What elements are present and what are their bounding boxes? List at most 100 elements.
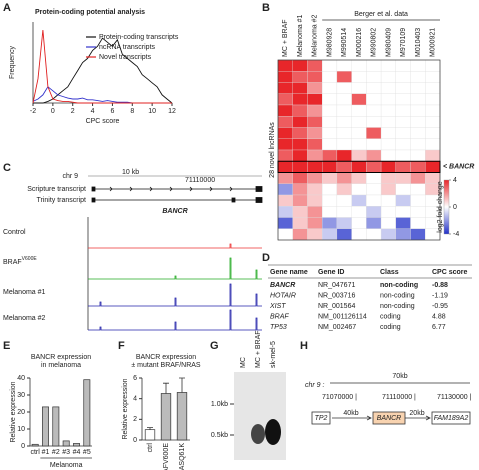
heatmap-cell (277, 82, 293, 94)
heatmap-cell (395, 228, 411, 241)
heatmap-cell (366, 172, 382, 184)
colorbar (443, 179, 450, 235)
table-header: Class (380, 269, 399, 276)
heatmap-cell (277, 59, 293, 72)
gene-name: BANCR (377, 415, 402, 422)
heatmap-cell (307, 149, 323, 162)
heatmap-cell (425, 127, 441, 139)
x-tick-label: NRASQ61K (179, 443, 186, 470)
x-tick-label: 0 (51, 108, 55, 115)
heatmap-cell (292, 138, 308, 151)
colorbar-tick-label: -4 (453, 231, 459, 238)
heatmap-cell (380, 161, 396, 173)
coverage-tracks (87, 217, 262, 331)
bar (42, 406, 49, 447)
coord-label: 71110000 | (382, 394, 416, 401)
locus-diagram (311, 382, 471, 425)
heatmap-cell (380, 116, 396, 128)
heatmap-cell (277, 161, 293, 173)
panel-label: G (210, 340, 219, 352)
gel (230, 372, 286, 460)
group-label: Berger et al. data (354, 11, 408, 18)
y-tick-label: 20 (17, 409, 25, 416)
heatmap-cell (410, 82, 426, 94)
heatmap-cell (410, 194, 426, 207)
heatmap-cell (380, 172, 396, 184)
table-header: Gene ID (318, 269, 344, 276)
heatmap-cell (336, 116, 352, 128)
heatmap-cell (410, 206, 426, 218)
table-cell: non-coding (380, 292, 415, 299)
heatmap-cell (322, 59, 338, 72)
heatmap-cell (307, 172, 323, 184)
heatmap-cell (277, 138, 293, 151)
heatmap-cell (410, 183, 426, 196)
distance-label: 40kb (343, 410, 358, 417)
y-axis-label: Relative expression (10, 381, 17, 442)
heatmap-cell (366, 104, 382, 117)
heatmap-cell (351, 127, 367, 139)
heatmap-cell (277, 149, 293, 162)
heatmap-cell (410, 172, 426, 184)
heatmap-cell (351, 228, 367, 241)
bar (160, 393, 172, 441)
heatmap-cell (395, 127, 411, 139)
heatmap-cell (322, 172, 338, 184)
heatmap-cell (336, 183, 352, 196)
heatmap-cell (322, 104, 338, 117)
gene-label: BANCR (162, 208, 187, 215)
heatmap-cell (351, 206, 367, 218)
y-axis-label: Frequency (9, 45, 16, 79)
heatmap-cell (307, 161, 323, 173)
heatmap-cell (322, 138, 338, 151)
heatmap-cell (410, 59, 426, 72)
table-cell: non-coding (380, 303, 415, 310)
heatmap-cell (351, 183, 367, 196)
heatmap-cell (336, 71, 352, 83)
heatmap-cell (336, 138, 352, 151)
track-label: Melanoma #2 (3, 315, 46, 322)
chart-title: BANCR expression (31, 354, 91, 361)
heatmap-cell (425, 71, 441, 83)
heatmap-cell (410, 217, 426, 229)
heatmap-cell (380, 138, 396, 151)
heatmap-cell (336, 104, 352, 117)
table-cell: -1.19 (432, 292, 448, 299)
heatmap-cell (395, 116, 411, 128)
heatmap-cell (395, 82, 411, 94)
colorbar-tick-label: 0 (453, 204, 457, 211)
heatmap-cell (366, 93, 382, 106)
x-tick-label: BRAFV600E (163, 443, 170, 470)
heatmap-cell (277, 71, 293, 83)
heatmap-cell (425, 59, 441, 72)
x-tick-label: ctrl (30, 449, 40, 456)
table-header: Gene name (270, 269, 308, 276)
table-cell: -0.95 (432, 303, 448, 310)
track-name: Melanoma #1 (3, 289, 46, 296)
heatmap-cell (307, 194, 323, 207)
heatmap-cell (425, 138, 441, 151)
heatmap-cell (277, 104, 293, 117)
table-cell: -0.88 (432, 282, 448, 289)
x-tick-label: 4 (91, 108, 95, 115)
table-cell: 6.77 (432, 324, 446, 331)
heatmap-cell (366, 138, 382, 151)
heatmap-cell (292, 104, 308, 117)
legend-label: Novel transcripts (99, 54, 152, 61)
marker-label: 0.5kb (211, 432, 228, 439)
column-label: M980928 (326, 28, 333, 57)
heatmap-cell (395, 104, 411, 117)
heatmap-cell (322, 206, 338, 218)
x-tick-label: #1 (42, 449, 50, 456)
gene-model (88, 175, 263, 203)
y-tick-label: 40 (17, 375, 25, 382)
y-axis-label: Relative expression (122, 378, 129, 439)
heatmap-cell (292, 217, 308, 229)
error-bar (147, 427, 153, 430)
column-label: M010403 (415, 28, 422, 57)
x-tick-label: #2 (52, 449, 60, 456)
heatmap-cell (395, 71, 411, 83)
heatmap-cell (292, 194, 308, 207)
lane-label: MC + BRAF (255, 330, 262, 368)
heatmap-cell (277, 228, 293, 241)
